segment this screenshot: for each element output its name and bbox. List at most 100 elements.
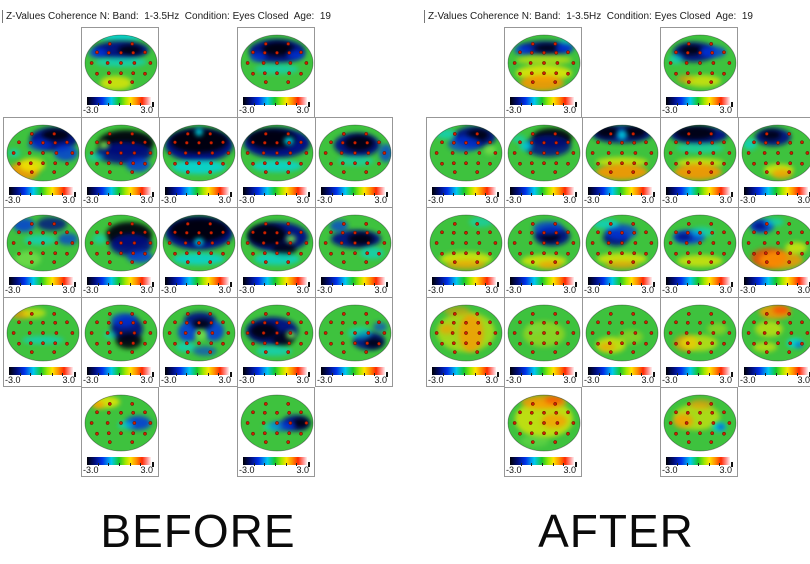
colorbar-min-label: -3.0: [428, 195, 444, 205]
colorbar-tick: [687, 463, 689, 466]
colorbar: [87, 457, 154, 467]
colorbar-max-label: 3.0: [62, 285, 75, 295]
colorbar-max-label: 3.0: [797, 285, 810, 295]
colorbar-labels: -3.0 3.0: [584, 195, 654, 205]
colorbar-tick: [765, 283, 767, 286]
caption-after: AFTER: [538, 505, 694, 557]
colorbar-min-label: -3.0: [662, 105, 678, 115]
colorbar-tick: [776, 193, 777, 196]
colorbar-tick: [765, 193, 767, 196]
colorbar: [666, 97, 733, 107]
colorbar-tick: [197, 373, 198, 376]
topomap-cell-r3c3: -3.0 3.0: [159, 207, 237, 297]
colorbar-tick: [698, 193, 699, 196]
colorbar-tick: [264, 463, 266, 466]
colorbar-max-label: 3.0: [719, 465, 732, 475]
colorbar-tick: [197, 283, 198, 286]
colorbar-labels: -3.0 3.0: [239, 375, 309, 385]
colorbar: [588, 187, 655, 197]
topomap-cell-r3c4: -3.0 3.0: [660, 207, 738, 297]
colorbar-tick: [552, 463, 554, 466]
head-map: [240, 214, 314, 272]
colorbar-tick: [51, 283, 53, 286]
colorbar: [510, 277, 577, 287]
colorbar-end-tick: [152, 462, 154, 467]
colorbar-max-label: 3.0: [374, 285, 387, 295]
colorbar-tick: [453, 283, 455, 286]
colorbar-max-label: 3.0: [797, 375, 810, 385]
colorbar-tick: [453, 193, 455, 196]
colorbar-min-label: -3.0: [584, 285, 600, 295]
colorbar-tick: [97, 463, 99, 466]
colorbar-max-label: 3.0: [296, 285, 309, 295]
colorbar-min-label: -3.0: [584, 195, 600, 205]
colorbar-tick: [296, 463, 298, 466]
head-map: [240, 304, 314, 362]
colorbar-tick: [129, 463, 131, 466]
topomap-cell-r1c4: -3.0 3.0: [660, 27, 738, 117]
colorbar: [321, 277, 388, 287]
colorbar-labels: -3.0 3.0: [662, 465, 732, 475]
colorbar-tick: [296, 283, 298, 286]
head-map: [6, 124, 80, 182]
colorbar-tick: [531, 193, 533, 196]
topomap-grid-before: -3.0 3.0 -3.0 3.0 -3.0 3.0 -3.0 3.0 -3.0 3.0 -3.0 3…: [3, 27, 395, 479]
colorbar-end-tick: [731, 462, 733, 467]
colorbar-tick: [708, 283, 710, 286]
colorbar-tick: [253, 463, 255, 466]
colorbar-min-label: -3.0: [317, 375, 333, 385]
colorbar-min-label: -3.0: [317, 195, 333, 205]
panel-title-before: Z-Values Coherence N: Band: 1-3.5Hz Cond…: [2, 10, 331, 23]
colorbar-labels: -3.0 3.0: [239, 195, 309, 205]
colorbar-end-tick: [731, 102, 733, 107]
topomap-cell-r3c1: -3.0 3.0: [426, 207, 504, 297]
colorbar-labels: -3.0 3.0: [662, 375, 732, 385]
colorbar-labels: -3.0 3.0: [428, 195, 498, 205]
colorbar-tick: [609, 193, 611, 196]
colorbar-max-label: 3.0: [563, 195, 576, 205]
topomap-cell-r4c5: -3.0 3.0: [738, 297, 810, 387]
colorbar-max-label: 3.0: [140, 105, 153, 115]
colorbar-tick: [620, 373, 621, 376]
colorbar-tick: [30, 373, 32, 376]
colorbar-max-label: 3.0: [485, 375, 498, 385]
colorbar-end-tick: [308, 102, 310, 107]
head-map: [318, 214, 392, 272]
colorbar-end-tick: [731, 372, 733, 377]
colorbar-tick: [30, 193, 32, 196]
colorbar-min-label: -3.0: [740, 195, 756, 205]
colorbar-min-label: -3.0: [662, 465, 678, 475]
head-map: [240, 34, 314, 92]
colorbar-tick: [474, 193, 476, 196]
topomap-cell-r3c1: -3.0 3.0: [3, 207, 81, 297]
colorbar: [510, 97, 577, 107]
head-map: [429, 214, 503, 272]
colorbar-tick: [786, 373, 788, 376]
colorbar-tick: [563, 373, 565, 376]
colorbar-tick: [175, 193, 177, 196]
colorbar-max-label: 3.0: [719, 285, 732, 295]
colorbar-tick: [296, 193, 298, 196]
colorbar-end-tick: [386, 372, 388, 377]
colorbar: [432, 367, 499, 377]
colorbar-min-label: -3.0: [506, 105, 522, 115]
head-map: [507, 394, 581, 452]
colorbar-labels: -3.0 3.0: [506, 465, 576, 475]
colorbar-tick: [542, 373, 543, 376]
colorbar-tick: [186, 283, 188, 286]
topomap-grid-after: -3.0 3.0 -3.0 3.0 -3.0 3.0 -3.0 3.0 -3.0 3.0 -3.0 3…: [426, 27, 810, 479]
colorbar-tick: [353, 373, 354, 376]
topomap-cell-r2c5: -3.0 3.0: [315, 117, 393, 207]
topomap-cell-r4c1: -3.0 3.0: [426, 297, 504, 387]
colorbar-tick: [464, 373, 465, 376]
colorbar-tick: [776, 283, 777, 286]
colorbar-labels: -3.0 3.0: [83, 375, 153, 385]
colorbar-min-label: -3.0: [239, 465, 255, 475]
colorbar-tick: [442, 193, 444, 196]
colorbar-tick: [485, 373, 487, 376]
colorbar-tick: [108, 463, 110, 466]
head-map: [429, 304, 503, 362]
colorbar-tick: [531, 463, 533, 466]
colorbar-tick: [285, 463, 287, 466]
colorbar-min-label: -3.0: [5, 285, 21, 295]
